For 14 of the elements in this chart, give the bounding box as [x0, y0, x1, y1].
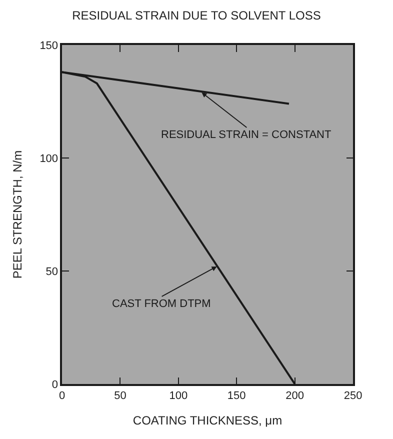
x-tick-label: 200 — [286, 390, 304, 402]
y-tick-label: 50 — [46, 266, 58, 278]
y-tick-label: 0 — [52, 378, 58, 391]
x-tick-label: 250 — [344, 390, 362, 402]
annotation: RESIDUAL STRAIN = CONSTANT — [161, 129, 332, 141]
annotation: CAST FROM DTPM — [112, 298, 211, 310]
y-tick-label: 100 — [40, 152, 58, 165]
x-tick-label: 150 — [227, 390, 246, 402]
x-tick-label: 50 — [114, 390, 126, 402]
x-axis-title: COATING THICKNESS, μm — [132, 413, 282, 428]
x-tick-label: 100 — [169, 390, 188, 402]
chart-title: RESIDUAL STRAIN DUE TO SOLVENT LOSS — [72, 8, 321, 22]
y-axis-title: PEEL STRENGTH, N/m — [10, 150, 24, 279]
y-tick-label: 150 — [40, 40, 58, 52]
